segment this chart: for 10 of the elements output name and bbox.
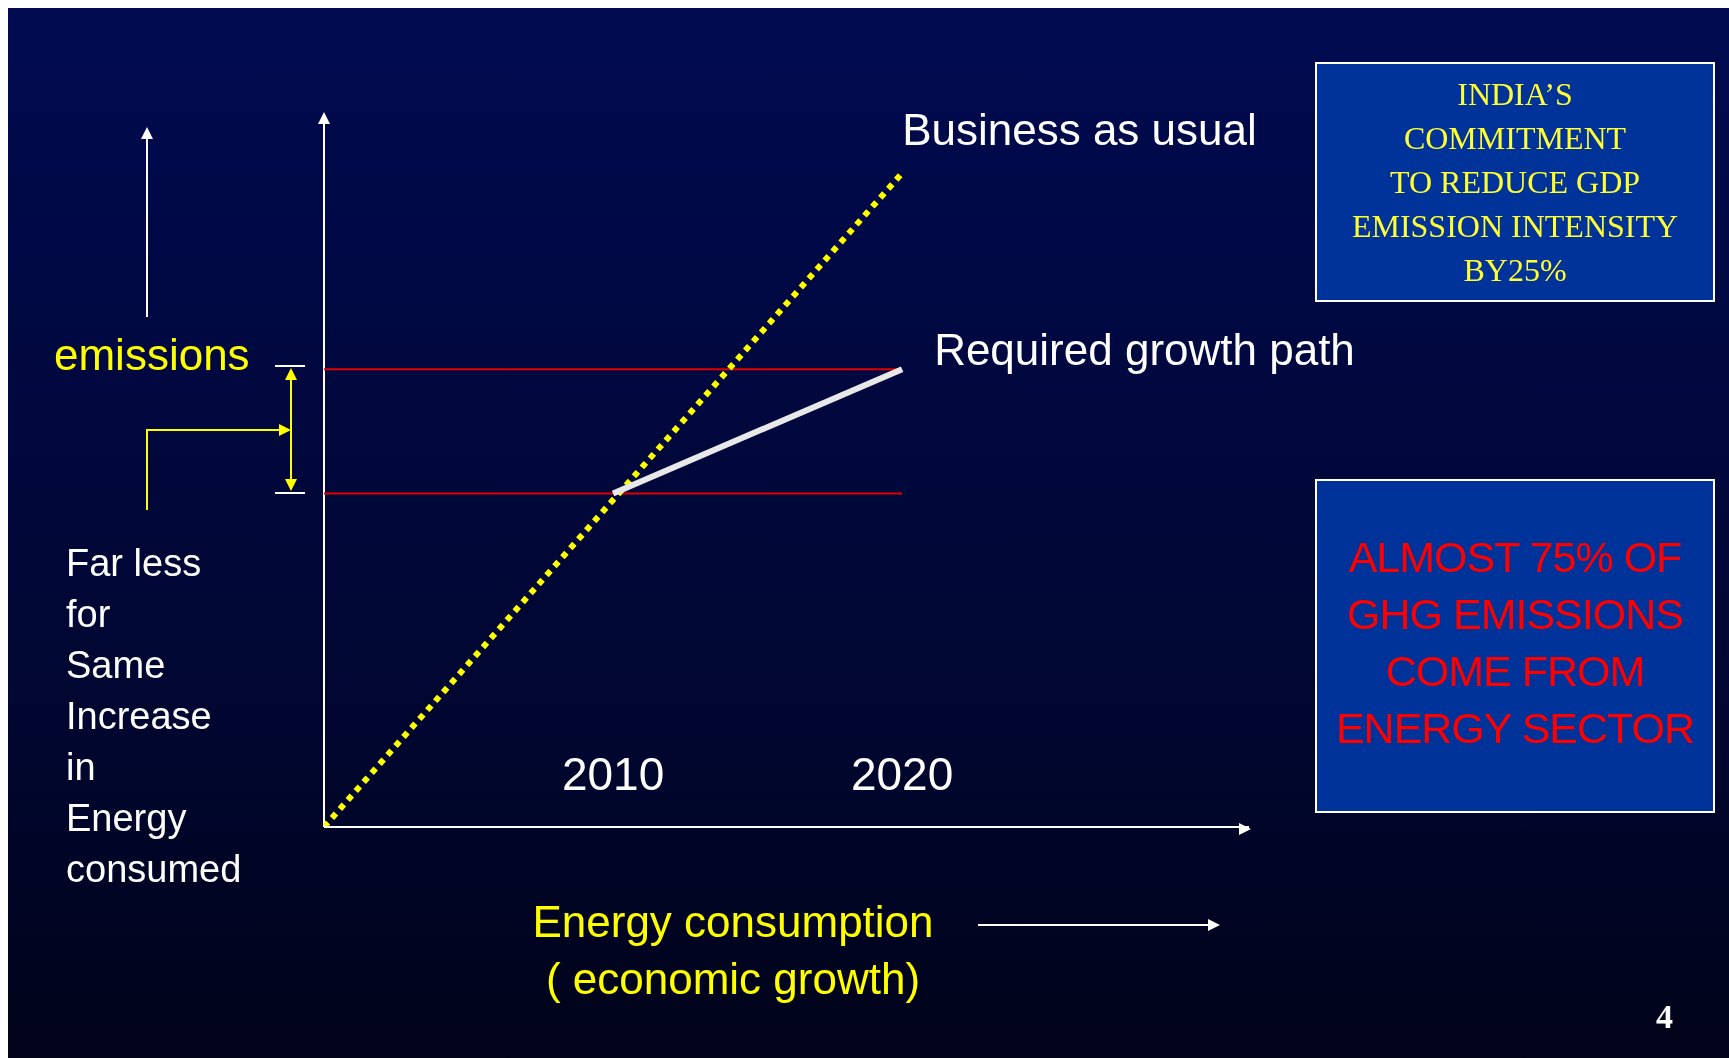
series-label: Business as usual: [902, 105, 1257, 154]
text: emissions: [54, 330, 250, 380]
x-axis-title: Energy consumption ( economic growth): [531, 896, 935, 1005]
series-label: Required growth path: [934, 325, 1355, 375]
x-tick-label: 2020: [850, 748, 954, 800]
text: 4: [1656, 998, 1673, 1036]
text: Far less for Same Increase in Energy consumed: [66, 541, 242, 892]
x-tick-label: 2010: [561, 748, 665, 800]
text: INDIA’S COMMITMENT TO REDUCE GDP EMISSION INTENSITY BY25%: [1315, 62, 1715, 302]
text: ALMOST 75% OF GHG EMISSIONS COME FROM ENERGY SECTOR: [1315, 479, 1715, 813]
